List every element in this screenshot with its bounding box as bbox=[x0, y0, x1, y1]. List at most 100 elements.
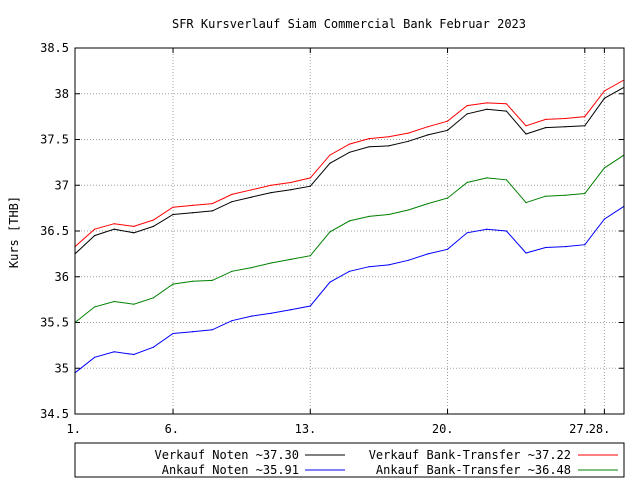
x-tick-label: 13. bbox=[295, 422, 317, 436]
data-point bbox=[231, 270, 233, 272]
x-tick-label: 1. bbox=[67, 422, 81, 436]
y-tick-label: 35.5 bbox=[40, 316, 69, 330]
data-point bbox=[603, 218, 606, 220]
y-tick-label: 37 bbox=[55, 178, 69, 192]
data-point bbox=[564, 246, 566, 248]
legend-entry-label: Verkauf Bank-Transfer ~37.22 bbox=[369, 448, 571, 462]
data-point bbox=[348, 270, 351, 272]
data-point bbox=[368, 138, 370, 140]
data-point bbox=[486, 228, 488, 230]
data-point bbox=[192, 204, 194, 206]
data-point bbox=[133, 232, 135, 234]
data-point bbox=[564, 126, 566, 128]
data-point bbox=[505, 103, 507, 105]
data-point bbox=[133, 225, 135, 227]
series-3 bbox=[74, 154, 625, 324]
data-point bbox=[290, 181, 292, 184]
data-point bbox=[192, 212, 194, 214]
data-point bbox=[505, 179, 507, 181]
data-point bbox=[172, 213, 174, 216]
data-point bbox=[329, 154, 331, 156]
data-point bbox=[329, 162, 331, 164]
data-point bbox=[231, 320, 233, 322]
data-point bbox=[192, 280, 194, 282]
data-point bbox=[388, 145, 390, 147]
data-point bbox=[192, 331, 194, 333]
data-point bbox=[329, 281, 331, 283]
data-point bbox=[329, 231, 331, 233]
data-point bbox=[152, 225, 154, 227]
data-point bbox=[525, 252, 527, 254]
data-point bbox=[94, 228, 96, 230]
series-lines bbox=[74, 79, 625, 374]
data-point bbox=[584, 116, 586, 118]
data-point bbox=[486, 108, 488, 110]
data-point bbox=[172, 206, 174, 208]
data-point bbox=[250, 189, 253, 191]
data-point bbox=[348, 143, 351, 145]
series-1 bbox=[74, 79, 625, 248]
data-point bbox=[133, 303, 135, 305]
x-tick-label: 27. bbox=[569, 422, 591, 436]
data-point bbox=[427, 134, 429, 136]
grid bbox=[75, 48, 624, 414]
data-point bbox=[388, 213, 390, 216]
data-point bbox=[525, 133, 527, 135]
data-point bbox=[446, 197, 449, 199]
data-point bbox=[525, 202, 527, 204]
data-point bbox=[545, 118, 547, 120]
data-point bbox=[505, 110, 507, 112]
data-point bbox=[152, 346, 154, 348]
data-point bbox=[603, 90, 606, 92]
data-point bbox=[466, 113, 468, 115]
x-tick-label: 20. bbox=[432, 422, 454, 436]
data-point bbox=[250, 315, 253, 317]
data-point bbox=[94, 306, 96, 308]
data-point bbox=[368, 146, 370, 148]
data-point bbox=[250, 267, 253, 269]
data-point bbox=[309, 305, 311, 307]
data-point bbox=[270, 262, 272, 264]
y-axis-label: Kurs [THB] bbox=[7, 196, 21, 268]
chart-title: SFR Kursverlauf Siam Commercial Bank Feb… bbox=[172, 17, 526, 31]
data-point bbox=[446, 120, 449, 122]
data-point bbox=[231, 193, 233, 195]
data-point bbox=[407, 140, 409, 142]
data-point bbox=[388, 264, 390, 266]
data-point bbox=[290, 258, 292, 260]
axis-ticks: 34.5 35 35.5 36 36.5 37 37.5 38 38.5 1. 6. 13. 20. 27… bbox=[40, 41, 624, 436]
data-point bbox=[211, 329, 213, 331]
data-point bbox=[368, 266, 370, 268]
legend-entry-label: Ankauf Bank-Transfer ~36.48 bbox=[376, 463, 571, 477]
data-point bbox=[564, 117, 566, 120]
y-tick-label: 38.5 bbox=[40, 41, 69, 55]
data-point bbox=[211, 203, 213, 205]
data-point bbox=[113, 228, 115, 230]
legend-entry-label: Verkauf Noten ~37.30 bbox=[155, 448, 300, 462]
data-point bbox=[309, 177, 311, 179]
legend-box bbox=[74, 442, 625, 478]
y-tick-label: 36.5 bbox=[40, 224, 69, 238]
data-point bbox=[309, 185, 311, 187]
x-tick-label: 6. bbox=[165, 422, 179, 436]
data-point bbox=[446, 248, 449, 250]
data-point bbox=[407, 209, 409, 211]
data-point bbox=[603, 97, 606, 99]
data-point bbox=[211, 279, 213, 281]
data-point bbox=[348, 220, 351, 222]
data-point bbox=[270, 192, 272, 194]
data-point bbox=[427, 253, 429, 255]
data-point bbox=[407, 259, 409, 261]
data-point bbox=[172, 283, 174, 285]
data-point bbox=[152, 219, 154, 221]
data-point bbox=[564, 194, 566, 196]
plot-frame bbox=[74, 47, 625, 415]
data-point bbox=[427, 203, 429, 205]
y-tick-label: 34.5 bbox=[40, 407, 69, 421]
data-point bbox=[466, 181, 468, 184]
data-point bbox=[545, 246, 547, 249]
data-point bbox=[270, 184, 272, 186]
data-point bbox=[113, 223, 115, 225]
data-point bbox=[290, 309, 292, 311]
